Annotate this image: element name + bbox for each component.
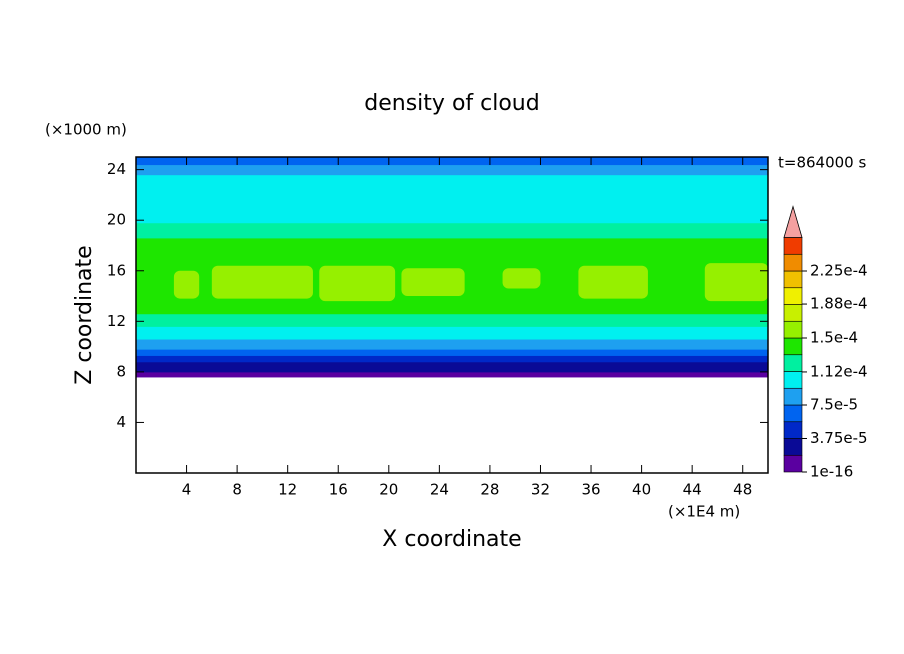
- colorbar-box: [783, 304, 803, 322]
- colorbar-box: [783, 287, 803, 305]
- chart-title: density of cloud: [364, 91, 539, 116]
- x-tick-label: 48: [733, 481, 752, 499]
- x-tick-label: 4: [182, 481, 192, 499]
- contour-band: [136, 313, 768, 327]
- contour-patch: [704, 263, 768, 302]
- y-tick-label: 4: [116, 413, 126, 431]
- colorbar-tick-label: 1.88e-4: [810, 295, 868, 313]
- colorbar-tick-label: 1.12e-4: [810, 362, 868, 380]
- plot-frame: [135, 156, 769, 474]
- y-tick-label: 20: [107, 211, 126, 229]
- colorbar-box: [783, 337, 803, 356]
- contour-band: [136, 164, 768, 176]
- x-tick-label: 16: [329, 481, 348, 499]
- contour-band: [136, 326, 768, 340]
- x-unit: (×1E4 m): [668, 503, 740, 521]
- y-tick-label: 12: [107, 312, 126, 330]
- colorbar-box: [783, 438, 803, 456]
- x-tick-label: 20: [379, 481, 398, 499]
- contour-patch: [173, 270, 200, 299]
- contour-band: [136, 371, 768, 378]
- colorbar-box: [783, 404, 803, 423]
- x-tick-label: 8: [232, 481, 242, 499]
- x-tick-label: 36: [581, 481, 600, 499]
- y-tick-label: 24: [107, 160, 126, 178]
- y-tick-label: 16: [107, 261, 126, 279]
- contour-patch: [502, 268, 541, 289]
- contour-band: [136, 355, 768, 363]
- colorbar-box: [783, 387, 803, 406]
- x-axis-label: X coordinate: [382, 527, 521, 552]
- y-tick-label: 8: [116, 362, 126, 380]
- colorbar-tick-label: 3.75e-5: [810, 429, 868, 447]
- y-axis-label: Z coordinate: [72, 245, 97, 384]
- x-tick-label: 28: [480, 481, 499, 499]
- colorbar-tick-label: 1.5e-4: [810, 329, 858, 347]
- x-tick-label: 40: [632, 481, 651, 499]
- colorbar-tick-label: 1e-16: [810, 463, 853, 481]
- colorbar-box: [783, 320, 803, 339]
- colorbar-box: [783, 253, 803, 272]
- contour-patch: [319, 265, 396, 302]
- contour-band: [136, 222, 768, 239]
- x-tick-label: 24: [430, 481, 449, 499]
- contour-band: [136, 174, 768, 224]
- colorbar-box: [783, 237, 803, 255]
- contour-patch: [401, 268, 465, 297]
- contour-band: [136, 349, 768, 356]
- contour-patch: [578, 265, 648, 299]
- colorbar-box: [783, 270, 803, 289]
- contour-band: [136, 339, 768, 350]
- colorbar-tick-label: 2.25e-4: [810, 262, 868, 280]
- colorbar-tick-label: 7.5e-5: [810, 396, 858, 414]
- x-tick-label: 32: [531, 481, 550, 499]
- colorbar-box: [783, 354, 803, 372]
- contour-patch: [211, 265, 313, 299]
- colorbar-box: [783, 421, 803, 439]
- y-unit: (×1000 m): [45, 121, 127, 139]
- colorbar-box: [783, 454, 803, 473]
- x-tick-label: 12: [278, 481, 297, 499]
- colorbar-extension: [783, 205, 803, 238]
- contour-band: [136, 157, 768, 166]
- contour-band: [136, 361, 768, 373]
- x-tick-label: 44: [683, 481, 702, 499]
- colorbar-box: [783, 371, 803, 389]
- time-label: t=864000 s: [778, 154, 866, 172]
